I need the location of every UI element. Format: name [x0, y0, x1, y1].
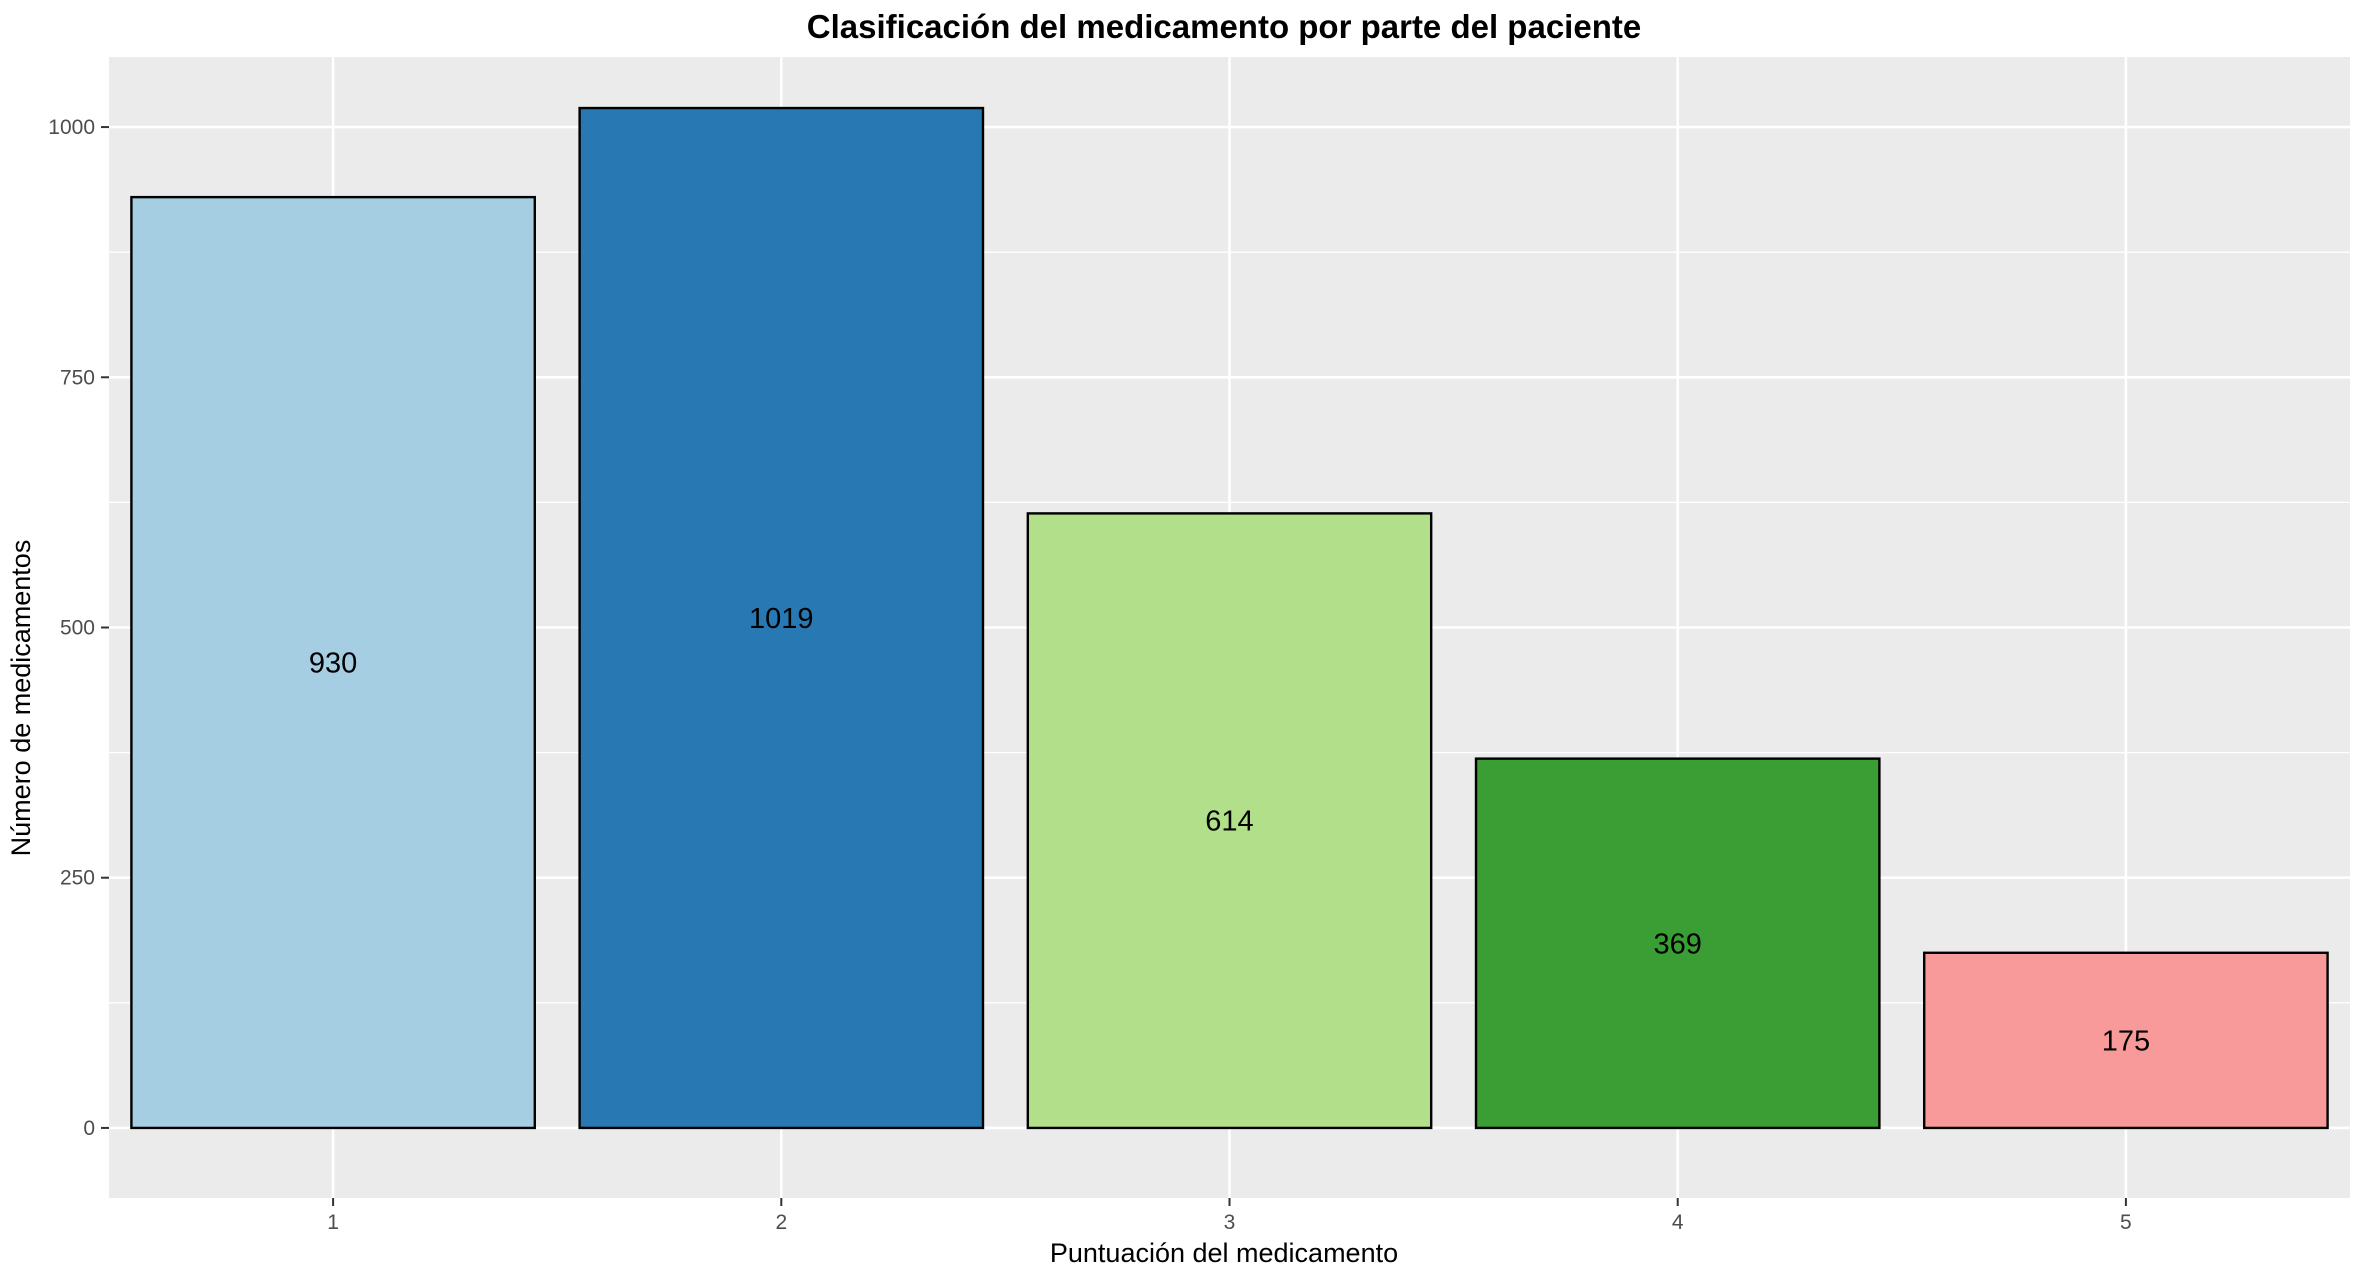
y-tick-label: 0: [83, 1117, 95, 1140]
y-axis: 0 250 500 750 1000: [48, 116, 109, 1140]
bars-group: [130, 106, 2329, 1130]
x-tick-label: 4: [1672, 1211, 1684, 1234]
x-tick-label: 2: [775, 1211, 787, 1234]
y-tick-label: 1000: [48, 116, 95, 139]
bar-5: [1923, 951, 2329, 1130]
y-axis-title: Número de medicamentos: [6, 540, 36, 857]
bar-value-label: 614: [1205, 806, 1253, 838]
bar-labels-group: 930 1019 614 369 175: [309, 603, 2150, 1057]
bar-4: [1474, 757, 1881, 1130]
bar-value-label: 930: [309, 648, 357, 680]
y-tick-label: 750: [60, 366, 95, 389]
chart-title: Clasificación del medicamento por parte …: [807, 8, 1641, 45]
bar-value-label: 175: [2102, 1025, 2150, 1057]
x-tick-label: 5: [2120, 1211, 2132, 1234]
bar-value-label: 369: [1654, 928, 1702, 960]
x-axis-title: Puntuación del medicamento: [1050, 1238, 1398, 1268]
x-tick-label: 1: [327, 1211, 339, 1234]
x-axis: 1 2 3 4 5: [327, 1198, 2132, 1234]
bar-3: [1026, 512, 1433, 1130]
bar-2: [578, 106, 985, 1130]
bar-value-label: 1019: [749, 603, 814, 635]
x-tick-label: 3: [1224, 1211, 1236, 1234]
bar-1: [130, 195, 536, 1130]
y-tick-label: 500: [60, 617, 95, 640]
y-tick-label: 250: [60, 867, 95, 890]
